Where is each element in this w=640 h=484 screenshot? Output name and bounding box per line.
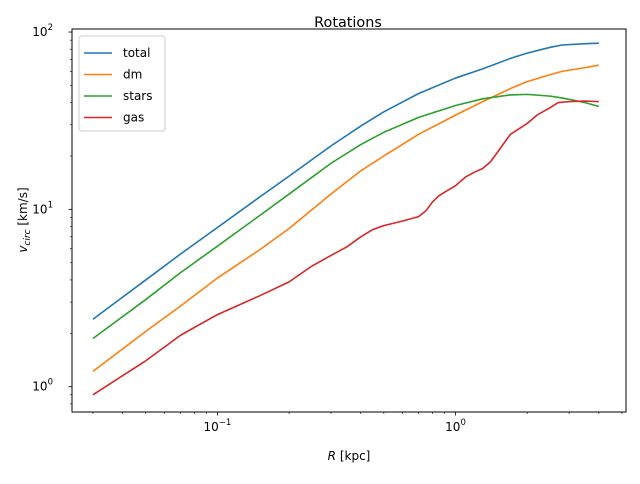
legend: total dm stars gas — [78, 35, 166, 132]
legend-box — [78, 35, 166, 132]
series-line-stars — [92, 93, 600, 340]
y-tick-label: 101 — [32, 200, 53, 216]
plot-frame — [71, 28, 627, 413]
series-lines — [92, 42, 600, 396]
y-tick-label: 100 — [32, 378, 53, 394]
y-tick-label: 102 — [32, 23, 53, 39]
y-axis-label: vcirc [km/s] — [16, 187, 33, 252]
legend-label-gas: gas — [123, 111, 144, 125]
chart-title: Rotations — [314, 15, 382, 31]
series-line-dm — [92, 64, 600, 373]
series-line-total — [92, 42, 599, 320]
legend-label-total: total — [123, 46, 150, 60]
x-tick-label: 10−1 — [204, 418, 232, 434]
x-tick-label: 100 — [445, 418, 466, 434]
legend-label-dm: dm — [123, 68, 142, 82]
legend-label-stars: stars — [123, 89, 153, 103]
x-axis-label: R [kpc] — [328, 449, 371, 463]
series-line-gas — [92, 100, 599, 396]
